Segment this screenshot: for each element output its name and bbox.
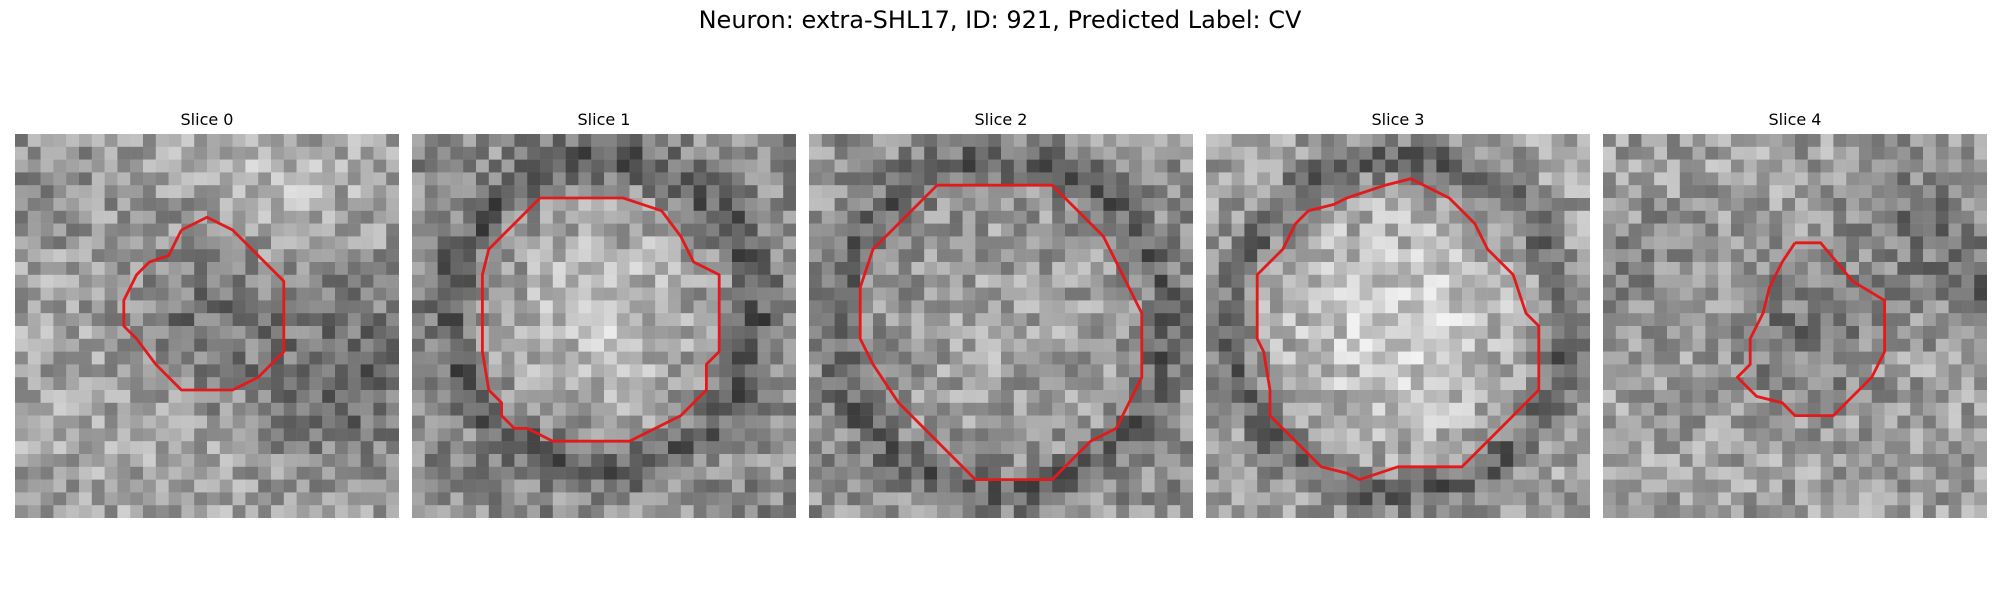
slice-title-4: Slice 4 — [1768, 110, 1822, 129]
slice-image-2 — [809, 134, 1193, 518]
contour-outline-2 — [858, 183, 1144, 482]
slice-title-0: Slice 0 — [180, 110, 234, 129]
slice-image-4 — [1603, 134, 1987, 518]
slice-panel-3: Slice 3 — [1206, 108, 1590, 518]
contour-outline-4 — [1735, 241, 1887, 418]
slice-image-0 — [15, 134, 399, 518]
contour-outline-0 — [122, 215, 286, 392]
slice-title-2: Slice 2 — [974, 110, 1028, 129]
contour-outline-1 — [480, 196, 721, 443]
contour-outline-3 — [1255, 177, 1541, 482]
slice-title-1: Slice 1 — [577, 110, 631, 129]
slice-panel-2: Slice 2 — [809, 108, 1193, 518]
slice-panel-0: Slice 0 — [15, 108, 399, 518]
slice-image-3 — [1206, 134, 1590, 518]
slice-title-3: Slice 3 — [1371, 110, 1425, 129]
figure-title: Neuron: extra-SHL17, ID: 921, Predicted … — [698, 6, 1302, 34]
slice-panel-1: Slice 1 — [412, 108, 796, 518]
slice-panel-4: Slice 4 — [1603, 108, 1987, 518]
slice-image-1 — [412, 134, 796, 518]
